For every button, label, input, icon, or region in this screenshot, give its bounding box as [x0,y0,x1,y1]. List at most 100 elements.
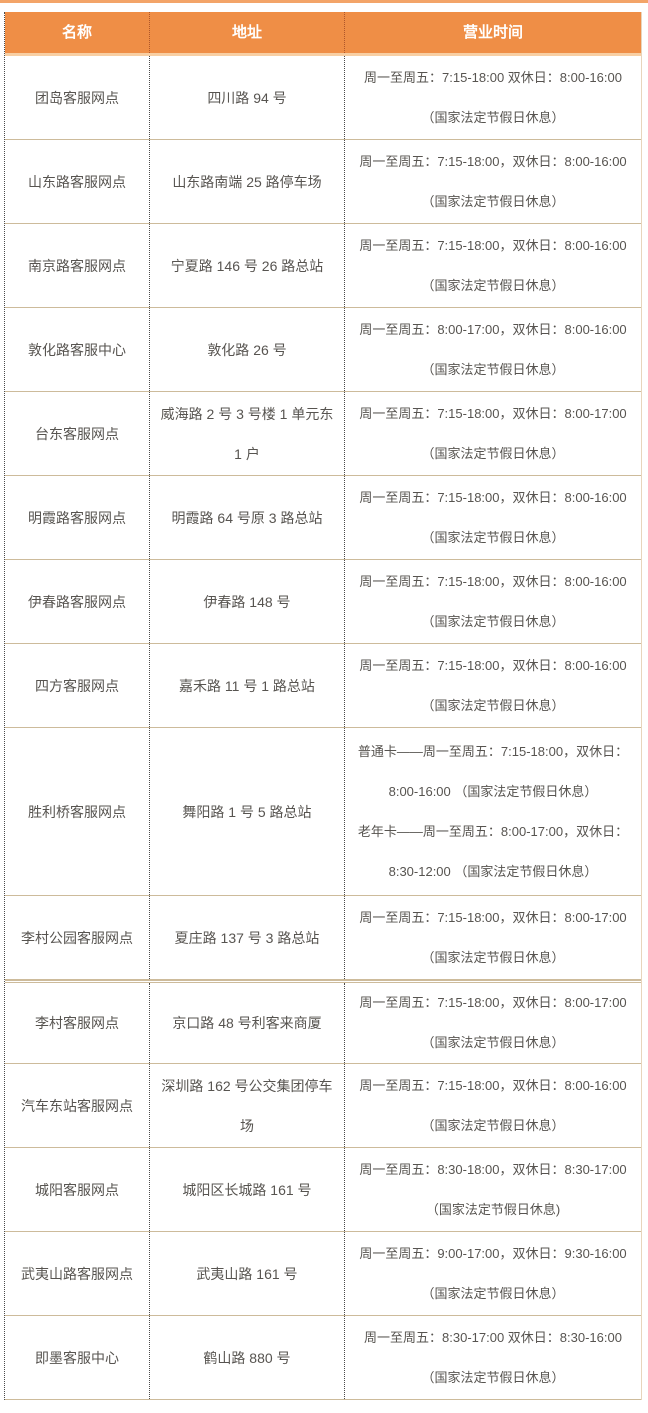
address-cell: 京口路 48 号利客来商厦 [149,983,344,1063]
hours-line: （国家法定节假日休息） [421,109,565,125]
address-cell: 嘉禾路 11 号 1 路总站 [149,644,344,727]
hours-line: 周一至周五：7:15-18:00，双休日：8:00-17:00 [359,995,627,1010]
hours-line: 周一至周五：7:15-18:00 双休日：8:00-16:00 [364,69,622,85]
hours-cell: 周一至周五：9:00-17:00，双休日：9:30-16:00 （国家法定节假日休… [344,1232,641,1315]
hours-cell: 周一至周五：7:15-18:00，双休日：8:00-16:00 （国家法定节假日休… [344,560,641,643]
hours-line: （国家法定节假日休息） [421,1369,565,1385]
table-row: 李村公园客服网点 夏庄路 137 号 3 路总站 周一至周五：7:15-18:0… [5,896,641,980]
name-cell: 山东路客服网点 [5,140,149,223]
address-cell: 舞阳路 1 号 5 路总站 [149,728,344,895]
address-cell: 深圳路 162 号公交集团停车场 [149,1064,344,1147]
hours-line: 周一至周五：8:30-17:00 双休日：8:30-16:00 [364,1329,622,1345]
table-row: 山东路客服网点 山东路南端 25 路停车场 周一至周五：7:15-18:00，双… [5,140,641,224]
table-header-row: 名称 地址 营业时间 [5,12,641,56]
location-name: 敦化路客服中心 [28,341,126,358]
name-cell: 四方客服网点 [5,644,149,727]
hours-line: 老年卡——周一至周五：8:00-17:00，双休日： [357,823,629,839]
table-body: 团岛客服网点 四川路 94 号 周一至周五：7:15-18:00 双休日：8:0… [5,56,641,1400]
hours-line: 周一至周五：7:15-18:00，双休日：8:00-17:00 [359,405,627,421]
table-row: 敦化路客服中心 敦化路 26 号 周一至周五：8:00-17:00，双休日：8:… [5,308,641,392]
hours-line: 周一至周五：7:15-18:00，双休日：8:00-16:00 [359,1077,627,1093]
location-address: 宁夏路 146 号 26 路总站 [170,257,324,274]
location-address: 山东路南端 25 路停车场 [172,173,322,190]
hours-cell: 周一至周五：7:15-18:00，双休日：8:00-16:00 （国家法定节假日休… [344,1064,641,1147]
hours-line: 周一至周五：7:15-18:00，双休日：8:00-17:00 [359,909,627,925]
hours-line: （国家法定节假日休息） [421,361,565,377]
name-cell: 汽车东站客服网点 [5,1064,149,1147]
hours-line: （国家法定节假日休息） [421,1117,565,1133]
location-address: 武夷山路 161 号 [196,1265,298,1282]
location-name: 即墨客服中心 [35,1349,119,1366]
address-cell: 威海路 2 号 3 号楼 1 单元东 1 户 [149,392,344,475]
hours-line: （国家法定节假日休息） [421,1285,565,1301]
hours-line: 周一至周五：7:15-18:00，双休日：8:00-16:00 [359,237,627,253]
location-name: 明霞路客服网点 [28,509,126,526]
address-cell: 鹤山路 880 号 [149,1316,344,1399]
hours-line: （国家法定节假日休息） [421,529,565,545]
hours-cell: 周一至周五：7:15-18:00，双休日：8:00-17:00 （国家法定节假日休… [344,983,641,1063]
location-name: 团岛客服网点 [35,89,119,106]
address-cell: 山东路南端 25 路停车场 [149,140,344,223]
location-address: 深圳路 162 号公交集团停车场 [161,1077,333,1134]
address-cell: 城阳区长城路 161 号 [149,1148,344,1231]
address-cell: 敦化路 26 号 [149,308,344,391]
hours-line: 8:30-12:00 （国家法定节假日休息） [388,863,598,879]
name-cell: 团岛客服网点 [5,56,149,139]
hours-cell: 周一至周五：8:30-18:00，双休日：8:30-17:00 （国家法定节假日休… [344,1148,641,1231]
hours-line: （国家法定节假日休息） [421,277,565,293]
hours-cell: 周一至周五：7:15-18:00，双休日：8:00-16:00 （国家法定节假日休… [344,140,641,223]
location-name: 四方客服网点 [35,677,119,694]
location-name: 李村公园客服网点 [21,929,133,946]
name-cell: 武夷山路客服网点 [5,1232,149,1315]
hours-line: （国家法定节假日休息） [421,613,565,629]
location-name: 李村客服网点 [35,1015,119,1031]
hours-line: 周一至周五：8:00-17:00，双休日：8:00-16:00 [359,321,627,337]
column-header-hours: 营业时间 [344,12,641,53]
table-row: 伊春路客服网点 伊春路 148 号 周一至周五：7:15-18:00，双休日：8… [5,560,641,644]
address-cell: 宁夏路 146 号 26 路总站 [149,224,344,307]
location-address: 嘉禾路 11 号 1 路总站 [179,677,315,694]
location-name: 南京路客服网点 [28,257,126,274]
location-address: 鹤山路 880 号 [203,1349,291,1366]
location-name: 山东路客服网点 [28,173,126,190]
address-cell: 明霞路 64 号原 3 路总站 [149,476,344,559]
name-cell: 李村公园客服网点 [5,896,149,979]
address-cell: 四川路 94 号 [149,56,344,139]
name-cell: 即墨客服中心 [5,1316,149,1399]
table-row: 即墨客服中心 鹤山路 880 号 周一至周五：8:30-17:00 双休日：8:… [5,1316,641,1400]
address-cell: 夏庄路 137 号 3 路总站 [149,896,344,979]
table-row: 南京路客服网点 宁夏路 146 号 26 路总站 周一至周五：7:15-18:0… [5,224,641,308]
name-cell: 李村客服网点 [5,983,149,1063]
hours-cell: 周一至周五：8:30-17:00 双休日：8:30-16:00 （国家法定节假日休… [344,1316,641,1399]
hours-line: 普通卡——周一至周五：7:15-18:00，双休日： [357,743,629,759]
hours-line: （国家法定节假日休息） [421,1035,565,1050]
location-address: 伊春路 148 号 [203,593,291,610]
name-cell: 伊春路客服网点 [5,560,149,643]
service-locations-table: 名称 地址 营业时间 团岛客服网点 四川路 94 号 周一至周五：7:15-18… [4,12,642,1400]
table-row: 四方客服网点 嘉禾路 11 号 1 路总站 周一至周五：7:15-18:00，双… [5,644,641,728]
table-row: 武夷山路客服网点 武夷山路 161 号 周一至周五：9:00-17:00，双休日… [5,1232,641,1316]
hours-line: 周一至周五：7:15-18:00，双休日：8:00-16:00 [359,489,627,505]
name-cell: 城阳客服网点 [5,1148,149,1231]
hours-cell: 普通卡——周一至周五：7:15-18:00，双休日： 8:00-16:00 （国家… [344,728,641,895]
name-cell: 南京路客服网点 [5,224,149,307]
location-address: 敦化路 26 号 [207,341,287,358]
location-name: 胜利桥客服网点 [28,803,126,820]
hours-cell: 周一至周五：7:15-18:00，双休日：8:00-16:00 （国家法定节假日休… [344,224,641,307]
name-cell: 明霞路客服网点 [5,476,149,559]
location-address: 四川路 94 号 [207,89,287,106]
hours-line: 周一至周五：9:00-17:00，双休日：9:30-16:00 [359,1245,627,1261]
hours-cell: 周一至周五：7:15-18:00，双休日：8:00-17:00 （国家法定节假日休… [344,392,641,475]
location-name: 台东客服网点 [35,425,119,442]
address-cell: 武夷山路 161 号 [149,1232,344,1315]
hours-line: （国家法定节假日休息） [421,193,565,209]
hours-cell: 周一至周五：7:15-18:00，双休日：8:00-17:00 （国家法定节假日休… [344,896,641,979]
name-cell: 胜利桥客服网点 [5,728,149,895]
hours-line: 8:00-16:00 （国家法定节假日休息） [388,783,598,799]
column-header-address: 地址 [149,12,344,53]
table-row: 李村客服网点 京口路 48 号利客来商厦 周一至周五：7:15-18:00，双休… [5,980,641,1064]
location-address: 舞阳路 1 号 5 路总站 [182,803,312,820]
name-cell: 台东客服网点 [5,392,149,475]
column-header-name: 名称 [61,24,92,41]
hours-cell: 周一至周五：7:15-18:00，双休日：8:00-16:00 （国家法定节假日休… [344,476,641,559]
